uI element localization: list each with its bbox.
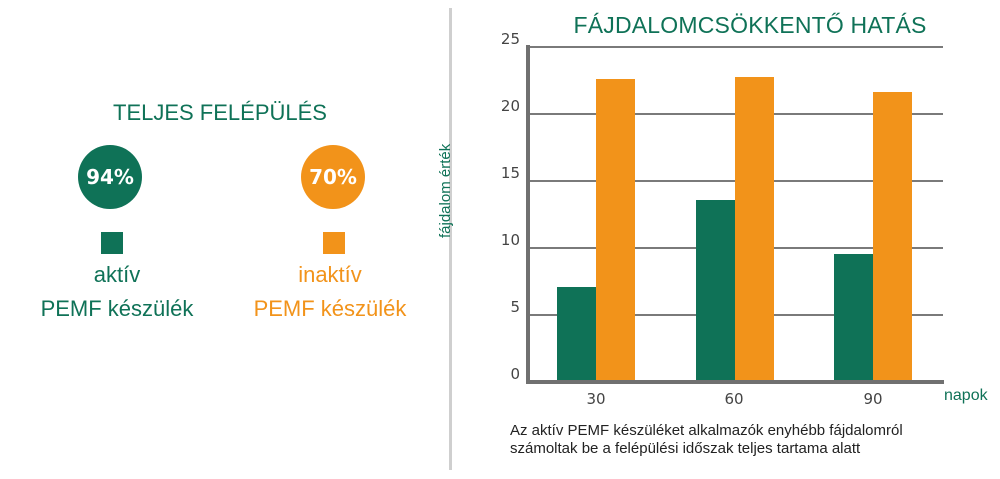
chart-caption: Az aktív PEMF készüléket alkalmazók enyh… — [510, 422, 970, 458]
y-axis-label: fájdalom érték — [437, 143, 454, 238]
active-label-line2: PEMF készülék — [40, 296, 194, 321]
y-axis — [526, 45, 530, 384]
bar-inactive-30 — [596, 79, 635, 381]
y-tick-25: 25 — [500, 30, 520, 48]
gridline-25 — [527, 46, 943, 48]
y-tick-5: 5 — [510, 298, 520, 316]
bar-active-90 — [834, 254, 873, 381]
caption-line-2: számoltak be a felépülési időszak teljes… — [510, 440, 861, 457]
x-tick-30: 30 — [586, 390, 606, 408]
chart-title: FÁJDALOMCSÖKKENTŐ HATÁS — [573, 12, 927, 38]
y-tick-20: 20 — [500, 97, 520, 115]
y-tick-0: 0 — [510, 365, 520, 383]
x-tick-60: 60 — [724, 390, 744, 408]
inactive-label-line2: PEMF készülék — [253, 296, 407, 321]
x-axis-label: napok — [944, 387, 988, 404]
bar-inactive-90 — [873, 92, 912, 381]
bar-inactive-60 — [735, 77, 774, 381]
x-axis — [526, 380, 944, 384]
y-tick-15: 15 — [500, 164, 520, 182]
x-tick-90: 90 — [863, 390, 883, 408]
active-legend-swatch — [101, 232, 123, 254]
inactive-label-line1: inaktív — [298, 262, 362, 287]
recovery-title: TELJES FELÉPÜLÉS — [113, 100, 327, 125]
active-percent-badge: 94% — [78, 145, 142, 209]
panel-divider — [449, 8, 452, 470]
recovery-panel: TELJES FELÉPÜLÉS 94% 70% aktív PEMF kész… — [0, 0, 440, 479]
y-tick-10: 10 — [500, 231, 520, 249]
inactive-legend-swatch — [323, 232, 345, 254]
bar-active-30 — [557, 287, 596, 381]
bar-active-60 — [696, 200, 735, 381]
caption-line-1: Az aktív PEMF készüléket alkalmazók enyh… — [510, 422, 903, 439]
active-label-line1: aktív — [93, 262, 141, 287]
inactive-percent-badge: 70% — [301, 145, 365, 209]
